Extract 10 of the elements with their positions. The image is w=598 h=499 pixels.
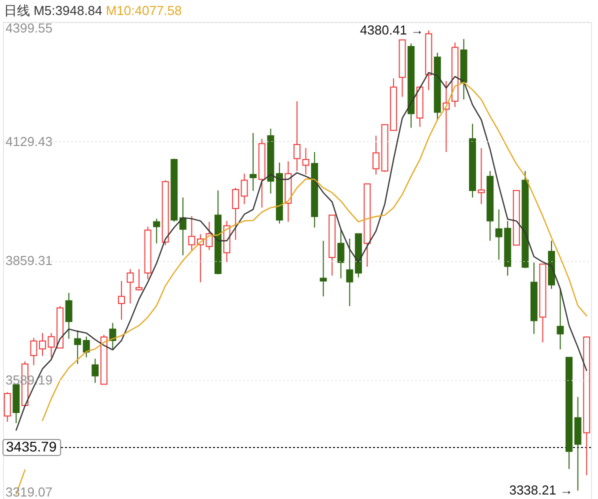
y-tick-label: 4399.55 bbox=[6, 20, 52, 36]
annotation: 3338.21 → bbox=[509, 482, 573, 498]
ref-line-label: 3435.79 bbox=[6, 438, 57, 454]
annotation: 4380.41 → bbox=[360, 22, 424, 38]
y-tick-label: 3319.07 bbox=[6, 484, 52, 499]
text: M10:4077.58 bbox=[106, 3, 182, 18]
text: M5:3948.84 bbox=[34, 3, 102, 18]
y-tick-label: 3859.31 bbox=[6, 253, 52, 268]
chart-title: 日线 bbox=[4, 3, 30, 18]
y-tick-label: 4129.43 bbox=[6, 134, 52, 149]
